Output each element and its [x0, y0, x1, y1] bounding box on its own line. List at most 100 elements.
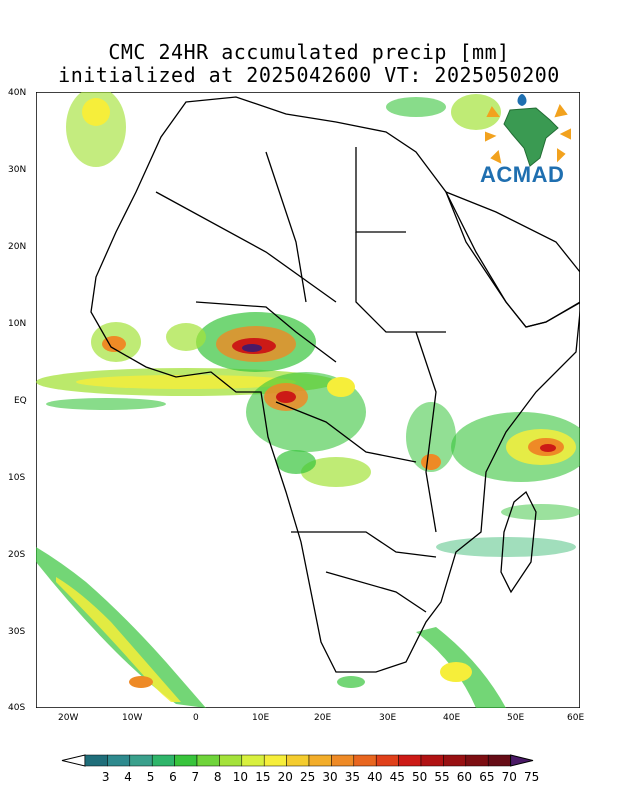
central-border — [195, 301, 337, 363]
angola-west — [276, 450, 316, 474]
legend-min-triangle — [61, 754, 86, 767]
lon-label: 0 — [193, 713, 199, 723]
turkey-cluster — [386, 97, 446, 117]
legend-cell — [420, 754, 444, 767]
arabia-outline — [444, 190, 580, 328]
legend-label: 65 — [479, 770, 495, 784]
lat-label: 30N — [8, 165, 27, 175]
lat-label: 20N — [8, 242, 27, 252]
legend-label: 7 — [191, 770, 200, 784]
legend-label: 20 — [277, 770, 293, 784]
south-atlantic-front — [36, 547, 206, 708]
legend-cell — [151, 754, 175, 767]
legend-cell — [353, 754, 377, 767]
mediterranean-east-cluster — [451, 94, 501, 130]
lat-label: 20S — [8, 550, 26, 560]
legend-cell — [84, 754, 108, 767]
legend-label: 35 — [344, 770, 361, 784]
legend-cell — [219, 754, 243, 767]
lat-label: 10N — [8, 319, 27, 329]
legend-label: 60 — [456, 770, 473, 784]
lat-label: 10S — [8, 473, 26, 483]
legend-label: 30 — [322, 770, 338, 784]
congo-border — [275, 401, 417, 463]
lon-label: 10W — [122, 713, 143, 723]
legend-label: 40 — [367, 770, 383, 784]
map-title-line-2: initialized at 2025042600 VT: 2025050200 — [58, 63, 560, 87]
map-canvas — [36, 92, 580, 708]
legend-cell — [398, 754, 422, 767]
lon-label: 60E — [567, 713, 585, 723]
east-border — [415, 331, 437, 533]
itcz-band-west-core — [76, 375, 296, 389]
legend-label: 8 — [213, 770, 222, 784]
atlantic-north-core — [82, 98, 110, 126]
congo-peak-1 — [276, 391, 296, 403]
ivory-coast-cluster — [166, 323, 206, 351]
lon-label: 50E — [507, 713, 525, 723]
legend-cell — [331, 754, 355, 767]
legend-label: 50 — [412, 770, 428, 784]
legend-label: 10 — [232, 770, 249, 784]
legend-cell — [443, 754, 467, 767]
legend-cell — [308, 754, 332, 767]
legend-label: 70 — [501, 770, 517, 784]
legend-label: 25 — [300, 770, 316, 784]
legend-cells — [61, 754, 534, 767]
sahara-border-1 — [155, 191, 337, 303]
legend-max-triangle — [510, 754, 534, 767]
angola-cluster — [301, 457, 371, 487]
south-atlantic-front-core — [56, 577, 181, 702]
south-atlantic-peak — [129, 676, 153, 688]
legend-label: 3 — [101, 770, 110, 784]
lon-label: 20E — [314, 713, 332, 723]
lon-label: 10E — [252, 713, 270, 723]
west-africa-max — [242, 344, 262, 352]
legend-label: 5 — [146, 770, 155, 784]
map-title-line-1: CMC 24HR accumulated precip [mm] — [108, 40, 510, 64]
itcz-band-west-lower — [46, 398, 166, 410]
lon-label: 20W — [58, 713, 79, 723]
legend-cell — [487, 754, 511, 767]
south-africa-cluster — [337, 676, 365, 688]
guinea-core — [102, 336, 126, 352]
legend-cell — [196, 754, 220, 767]
coastlines-borders — [90, 96, 580, 673]
indian-ocean-peak — [540, 444, 556, 452]
lon-label: 40E — [443, 713, 461, 723]
legend-cell — [241, 754, 265, 767]
legend-cell — [263, 754, 287, 767]
indian-ocean-band — [501, 504, 580, 520]
atlantic-north-cluster — [66, 92, 126, 167]
indian-ocean-lower-band — [436, 537, 576, 557]
lon-label: 30E — [379, 713, 397, 723]
legend-label: 45 — [389, 770, 405, 784]
legend-cell — [129, 754, 153, 767]
africa-coastline — [90, 96, 580, 673]
southern-border-2 — [325, 571, 427, 613]
legend-label: 75 — [524, 770, 540, 784]
precipitation-field — [36, 92, 580, 708]
logo-text: ACMAD — [480, 162, 565, 187]
legend-cell — [286, 754, 310, 767]
africa-globe-logo-icon — [485, 94, 571, 167]
congo-core-2 — [327, 377, 355, 397]
precip-map — [36, 92, 580, 708]
legend-label: 15 — [255, 770, 271, 784]
legend-cell — [174, 754, 198, 767]
lat-label: EQ — [14, 396, 27, 406]
lat-label: 30S — [8, 627, 26, 637]
legend-cell — [465, 754, 489, 767]
sahara-border-2 — [265, 151, 307, 303]
legend-label: 55 — [434, 770, 450, 784]
legend-label: 4 — [124, 770, 132, 784]
legend-label: 6 — [169, 770, 177, 784]
lat-label: 40N — [8, 88, 27, 98]
southern-border-1 — [291, 531, 437, 558]
legend-cell — [107, 754, 131, 767]
legend-colorbar — [61, 754, 534, 767]
madagascar-outline — [500, 490, 537, 594]
legend-cell — [375, 754, 399, 767]
lat-label: 40S — [8, 703, 26, 713]
east-africa-core — [421, 454, 441, 470]
